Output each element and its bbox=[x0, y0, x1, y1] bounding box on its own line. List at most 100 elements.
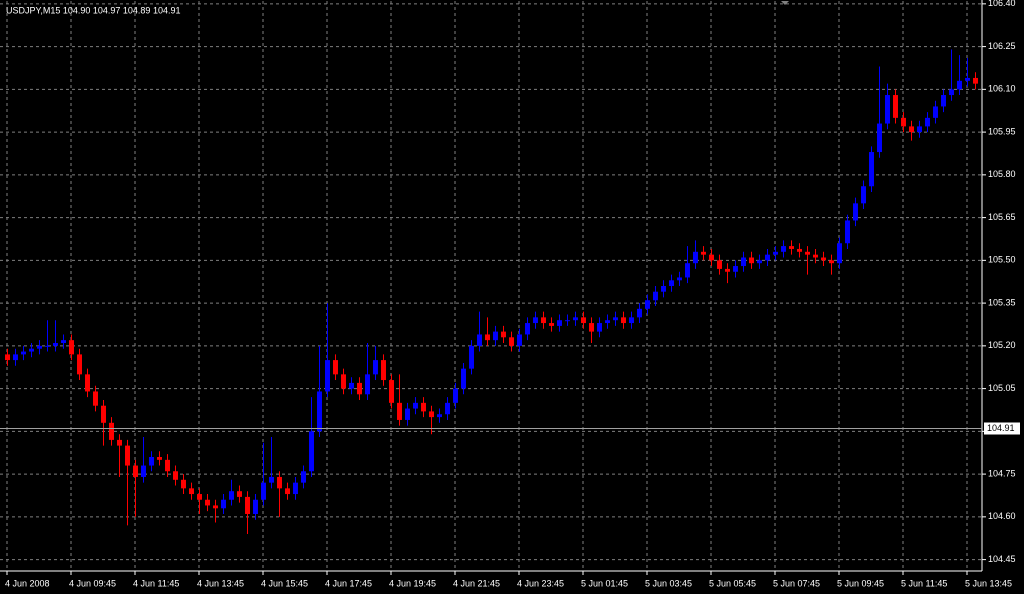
candle-body bbox=[101, 405, 106, 423]
candle-body bbox=[45, 345, 50, 347]
candle-body bbox=[829, 260, 834, 264]
candle-body bbox=[357, 382, 362, 395]
candle-body bbox=[437, 414, 442, 418]
candle-body bbox=[661, 286, 666, 292]
candle-body bbox=[693, 251, 698, 264]
candle-body bbox=[365, 374, 370, 395]
candle-body bbox=[141, 465, 146, 477]
candle-body bbox=[245, 496, 250, 514]
y-tick-label: 104.60 bbox=[988, 511, 1016, 521]
candle-body bbox=[21, 351, 26, 355]
candle-body bbox=[69, 340, 74, 355]
candle-body bbox=[61, 340, 66, 343]
shift-marker bbox=[781, 1, 789, 5]
y-tick-label: 105.95 bbox=[988, 126, 1016, 136]
candle-body bbox=[221, 499, 226, 509]
candle-body bbox=[781, 246, 786, 252]
x-tick-label: 4 Jun 09:45 bbox=[69, 578, 116, 588]
candle-body bbox=[117, 439, 122, 446]
current-price-box bbox=[984, 422, 1020, 435]
candle-body bbox=[229, 491, 234, 500]
candle-body bbox=[869, 152, 874, 187]
candle-body bbox=[205, 499, 210, 506]
x-tick-label: 4 Jun 23:45 bbox=[517, 578, 564, 588]
candle-body bbox=[285, 488, 290, 495]
candle-body bbox=[373, 360, 378, 375]
candle-body bbox=[861, 186, 866, 204]
candle-body bbox=[653, 291, 658, 301]
y-tick-label: 106.10 bbox=[988, 84, 1016, 94]
candle-body bbox=[493, 331, 498, 341]
candle-body bbox=[885, 95, 890, 124]
candle-body bbox=[77, 354, 82, 375]
candle-body bbox=[573, 317, 578, 321]
candle-body bbox=[973, 77, 978, 84]
candle-body bbox=[533, 317, 538, 324]
candle-body bbox=[709, 254, 714, 261]
candle-body bbox=[597, 323, 602, 332]
candle-body bbox=[29, 348, 34, 352]
candle-body bbox=[613, 317, 618, 321]
candle-body bbox=[741, 257, 746, 267]
candle-body bbox=[429, 411, 434, 418]
x-tick-label: 5 Jun 13:45 bbox=[965, 578, 1012, 588]
candle-body bbox=[189, 488, 194, 495]
candle-body bbox=[109, 422, 114, 440]
candle-body bbox=[525, 323, 530, 335]
candle-body bbox=[629, 317, 634, 324]
candle-body bbox=[477, 334, 482, 346]
candle-body bbox=[461, 368, 466, 389]
candle-body bbox=[725, 268, 730, 272]
current-price-label: 104.91 bbox=[987, 423, 1015, 433]
candle-body bbox=[213, 505, 218, 509]
candle-body bbox=[485, 334, 490, 341]
candle-body bbox=[589, 323, 594, 332]
candle-body bbox=[757, 260, 762, 264]
candle-body bbox=[157, 457, 162, 460]
candle-body bbox=[565, 320, 570, 322]
candle-body bbox=[5, 354, 10, 361]
candle-body bbox=[85, 374, 90, 392]
candle-body bbox=[277, 476, 282, 489]
candle-body bbox=[733, 266, 738, 272]
x-tick-label: 5 Jun 07:45 bbox=[773, 578, 820, 588]
candle-body bbox=[253, 499, 258, 514]
candle-body bbox=[37, 345, 42, 349]
candle-body bbox=[909, 126, 914, 133]
candle-body bbox=[261, 482, 266, 500]
candle-body bbox=[821, 257, 826, 261]
x-tick-label: 4 Jun 11:45 bbox=[133, 578, 179, 588]
candle-body bbox=[13, 354, 18, 361]
candle-body bbox=[805, 251, 810, 255]
y-tick-label: 105.35 bbox=[988, 297, 1016, 307]
candle-body bbox=[789, 246, 794, 249]
candle-body bbox=[469, 345, 474, 369]
candle-body bbox=[813, 254, 818, 258]
candle-body bbox=[917, 126, 922, 133]
y-tick-label: 104.45 bbox=[988, 554, 1016, 564]
candle-body bbox=[685, 263, 690, 278]
candle-body bbox=[581, 317, 586, 324]
candle-body bbox=[405, 408, 410, 420]
candle-body bbox=[93, 391, 98, 406]
candle-body bbox=[173, 471, 178, 480]
y-tick-label: 105.50 bbox=[988, 255, 1016, 265]
candle-body bbox=[445, 402, 450, 415]
y-tick-label: 105.80 bbox=[988, 169, 1016, 179]
y-tick-label: 105.05 bbox=[988, 383, 1016, 393]
candle-body bbox=[125, 445, 130, 466]
x-tick-label: 5 Jun 01:45 bbox=[581, 578, 628, 588]
candle-body bbox=[717, 260, 722, 269]
candle-body bbox=[517, 334, 522, 346]
candle-body bbox=[197, 494, 202, 500]
x-tick-label: 5 Jun 05:45 bbox=[709, 578, 756, 588]
candle-body bbox=[877, 123, 882, 153]
candle-body bbox=[541, 317, 546, 324]
candle-body bbox=[501, 331, 506, 338]
candle-body bbox=[701, 251, 706, 255]
candle-body bbox=[133, 465, 138, 477]
candle-body bbox=[749, 257, 754, 264]
candle-body bbox=[165, 459, 170, 472]
